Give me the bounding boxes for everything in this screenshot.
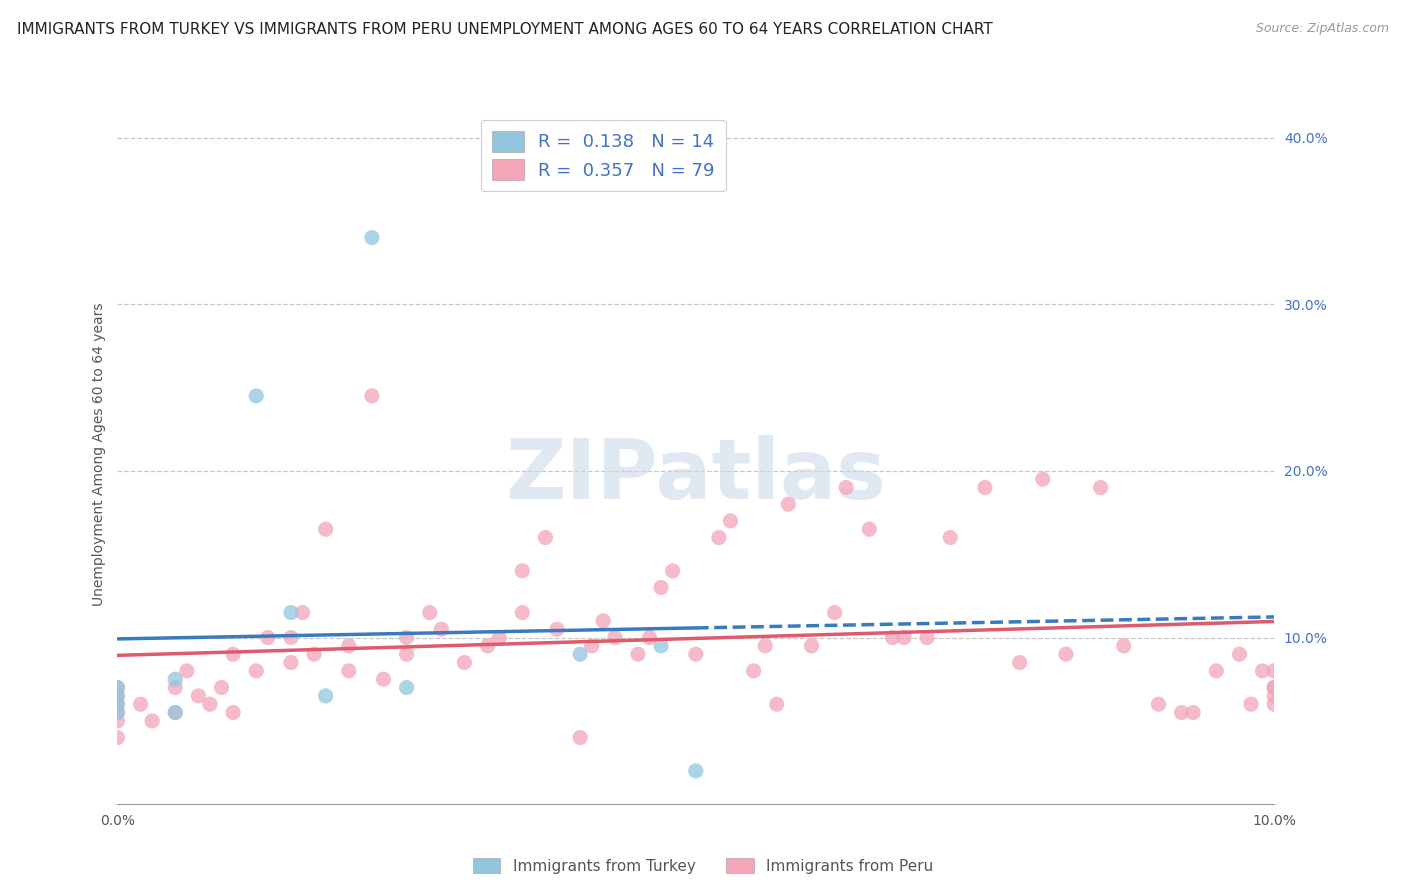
Point (650, 639, 672, 653)
Point (1090, 481, 1112, 495)
Point (107, 689, 129, 703)
Point (1263, 697, 1285, 711)
Point (165, 681, 187, 695)
Point (661, 564, 683, 578)
Point (1008, 656, 1031, 670)
Point (187, 689, 209, 703)
Legend: R =  0.138   N = 14, R =  0.357   N = 79: R = 0.138 N = 14, R = 0.357 N = 79 (481, 120, 725, 191)
Point (1263, 681, 1285, 695)
Legend: Immigrants from Turkey, Immigrants from Peru: Immigrants from Turkey, Immigrants from … (467, 852, 939, 880)
Point (1240, 697, 1263, 711)
Point (835, 481, 858, 495)
Point (1263, 681, 1285, 695)
Point (603, 631, 626, 645)
Point (685, 647, 707, 661)
Point (707, 531, 730, 545)
Point (1229, 647, 1251, 661)
Point (129, 697, 152, 711)
Point (256, 631, 278, 645)
Point (222, 706, 245, 720)
Point (245, 664, 267, 678)
Point (1205, 664, 1227, 678)
Point (107, 681, 129, 695)
Point (315, 689, 337, 703)
Point (107, 706, 129, 720)
Point (858, 522, 880, 536)
Point (882, 631, 904, 645)
Point (754, 639, 776, 653)
Point (1182, 706, 1205, 720)
Point (198, 697, 221, 711)
Text: Source: ZipAtlas.com: Source: ZipAtlas.com (1256, 22, 1389, 36)
Point (1263, 664, 1285, 678)
Text: IMMIGRANTS FROM TURKEY VS IMMIGRANTS FROM PERU UNEMPLOYMENT AMONG AGES 60 TO 64 : IMMIGRANTS FROM TURKEY VS IMMIGRANTS FRO… (17, 22, 993, 37)
Point (373, 672, 395, 686)
Point (1032, 472, 1054, 486)
Point (800, 639, 823, 653)
Point (107, 681, 129, 695)
Point (361, 389, 384, 403)
Point (510, 606, 533, 620)
Point (395, 631, 418, 645)
Point (107, 731, 129, 745)
Point (546, 622, 568, 636)
Point (337, 664, 360, 678)
Point (685, 764, 707, 778)
Point (650, 581, 672, 595)
Point (107, 697, 129, 711)
Point (395, 647, 418, 661)
Point (1170, 706, 1192, 720)
Point (245, 389, 267, 403)
Point (211, 681, 233, 695)
Point (176, 664, 198, 678)
Point (361, 230, 384, 244)
Point (893, 631, 915, 645)
Point (627, 647, 650, 661)
Point (581, 639, 603, 653)
Point (638, 631, 661, 645)
Point (280, 656, 302, 670)
Point (337, 639, 360, 653)
Point (1263, 689, 1285, 703)
Point (569, 731, 592, 745)
Point (107, 714, 129, 728)
Point (280, 631, 302, 645)
Point (430, 622, 453, 636)
Point (1147, 697, 1170, 711)
Point (291, 606, 314, 620)
Point (315, 522, 337, 536)
Point (1054, 647, 1077, 661)
Point (165, 706, 187, 720)
Point (222, 647, 245, 661)
Point (824, 606, 846, 620)
Point (395, 681, 418, 695)
Point (302, 647, 325, 661)
Point (1112, 639, 1135, 653)
Point (453, 656, 475, 670)
Point (778, 497, 800, 511)
Text: ZIPatlas: ZIPatlas (505, 434, 886, 516)
Point (569, 647, 592, 661)
Point (592, 614, 614, 628)
Point (107, 706, 129, 720)
Point (165, 706, 187, 720)
Point (510, 564, 533, 578)
Point (141, 714, 163, 728)
Point (915, 631, 938, 645)
Point (742, 664, 765, 678)
Point (534, 531, 557, 545)
Point (765, 697, 787, 711)
Point (477, 639, 499, 653)
Point (974, 481, 997, 495)
Point (720, 514, 742, 528)
Point (107, 697, 129, 711)
Point (165, 672, 187, 686)
Point (280, 606, 302, 620)
Point (107, 689, 129, 703)
Point (419, 606, 441, 620)
Point (939, 531, 962, 545)
Point (488, 631, 510, 645)
Y-axis label: Unemployment Among Ages 60 to 64 years: Unemployment Among Ages 60 to 64 years (93, 302, 107, 606)
Point (1251, 664, 1274, 678)
